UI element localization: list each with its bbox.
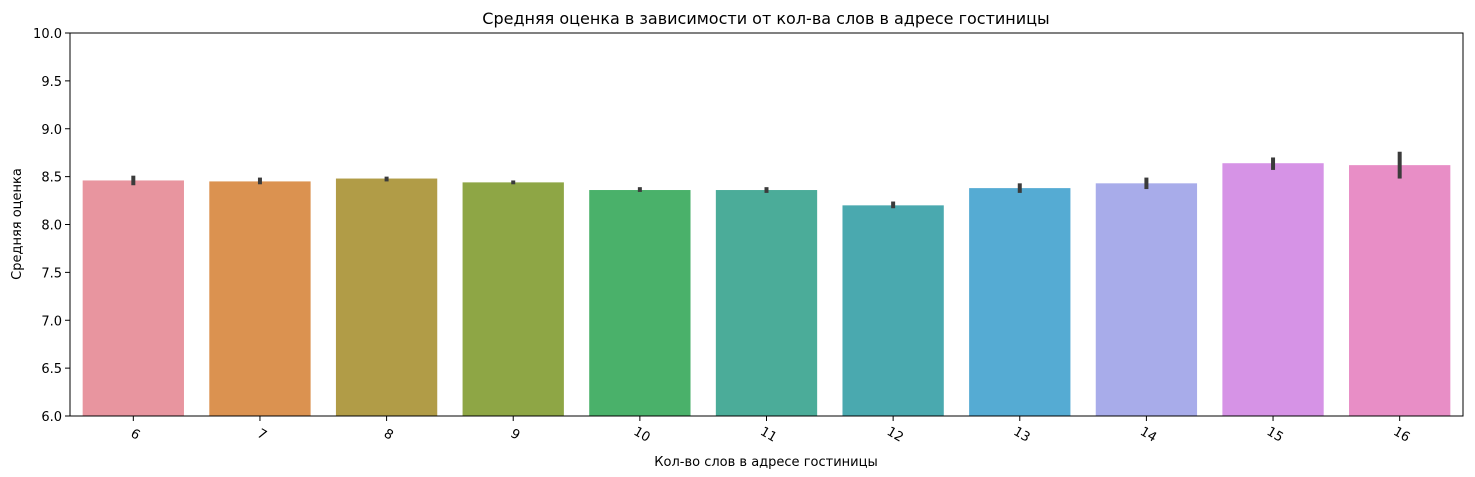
y-axis-label: Средняя оценка <box>10 168 25 280</box>
x-tick-label-9: 9 <box>508 426 523 443</box>
bar-15 <box>1222 163 1324 416</box>
x-tick-label-15: 15 <box>1264 424 1286 445</box>
bar-11 <box>715 190 818 416</box>
y-tick-label: 8.5 <box>41 171 62 186</box>
x-tick-label-12: 12 <box>884 424 906 445</box>
x-tick-label-8: 8 <box>381 426 396 443</box>
x-tick-label-7: 7 <box>254 426 269 443</box>
bar-13 <box>969 188 1071 416</box>
y-tick-label: 7.0 <box>41 314 62 329</box>
y-tick-label: 6.5 <box>41 362 62 377</box>
chart-title: Средняя оценка в зависимости от кол-ва с… <box>482 9 1049 28</box>
x-tick-label-13: 13 <box>1011 424 1033 445</box>
bar-12 <box>842 205 944 416</box>
x-tick-label-11: 11 <box>757 424 779 445</box>
y-tick-label: 10.0 <box>33 27 62 42</box>
bar-14 <box>1095 183 1198 416</box>
y-tick-label: 8.0 <box>41 219 62 234</box>
bar-16 <box>1349 165 1451 416</box>
y-tick-label: 7.5 <box>41 266 62 281</box>
bar-9 <box>462 182 564 416</box>
bar-10 <box>589 190 691 416</box>
x-axis-label: Кол-во слов в адресе гостиницы <box>654 455 877 470</box>
x-tick-label-6: 6 <box>128 426 143 443</box>
bars-layer <box>82 163 1451 416</box>
x-tick-label-14: 14 <box>1137 424 1159 445</box>
error-bars-layer <box>131 151 1402 209</box>
y-tick-label: 6.0 <box>41 410 62 425</box>
x-axis: 6 7 8 9 10 11 12 13 14 15 16 <box>128 416 1413 446</box>
y-axis: 6.0 6.5 7.0 7.5 8.0 8.5 9.0 9.5 10.0 <box>33 27 70 425</box>
x-tick-label-10: 10 <box>631 424 653 445</box>
x-tick-label-16: 16 <box>1391 424 1413 445</box>
y-tick-label: 9.0 <box>41 123 62 138</box>
bar-8 <box>335 178 438 416</box>
y-tick-label: 9.5 <box>41 75 62 90</box>
bar-6 <box>82 180 184 416</box>
bar-7 <box>209 181 311 416</box>
